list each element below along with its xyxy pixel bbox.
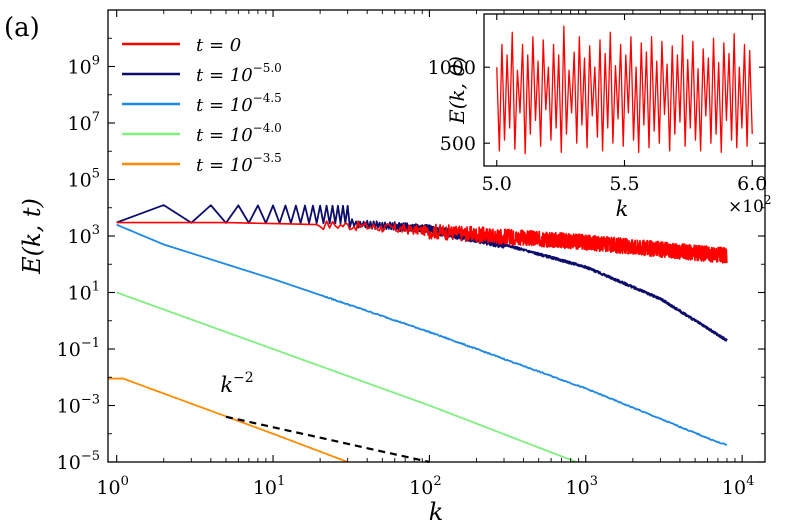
- inset-x-multiplier: ×102: [728, 193, 772, 217]
- legend-label-3: t = 10−4.0: [196, 121, 282, 146]
- y-tick-label-exp: 3: [92, 223, 100, 238]
- y-tick-label: 10−5: [57, 449, 100, 474]
- y-tick-label: 10−1: [57, 336, 100, 361]
- main-ticks-group: [108, 10, 765, 463]
- reference-slope-group: k−2: [220, 370, 430, 464]
- y-tick-label-exp: 9: [92, 54, 100, 69]
- legend-label-main: t = 10: [196, 95, 253, 116]
- main-series-group: [108, 204, 728, 462]
- x-tick-label-base: 10: [253, 477, 277, 499]
- x-tick-label-base: 10: [96, 477, 120, 499]
- main-x-axis-label: k: [429, 498, 444, 526]
- y-tick-label: 109: [68, 54, 100, 79]
- inset-x-tick-label: 5.5: [609, 173, 639, 195]
- y-tick-label-exp: 5: [92, 167, 100, 182]
- x-tick-label: 103: [566, 474, 598, 499]
- y-tick-label: 101: [68, 280, 100, 305]
- legend-label-main: t = 10: [196, 125, 253, 146]
- y-tick-label-base: 10: [68, 170, 92, 192]
- main-y-axis-label: E(k, t): [18, 198, 46, 275]
- main-plot: k−2 100 101 102 103 10410−510−310−1101103105…: [18, 9, 766, 526]
- inset-y-tick-label: 1000: [428, 57, 476, 79]
- inset-plot: 5.0 5.5 6.0 500 1000 k E(k, 0) ×102: [428, 13, 772, 221]
- inset-multiplier-base: ×10: [728, 197, 764, 217]
- y-tick-label: 103: [68, 223, 100, 248]
- x-tick-label-base: 10: [722, 477, 746, 499]
- x-tick-label-exp: 0: [121, 474, 129, 489]
- reference-slope-label-base: k: [220, 373, 233, 397]
- legend-label-exp: −4.0: [253, 121, 282, 135]
- main-tick-labels-group: 100 101 102 103 10410−510−310−11011031051071…: [57, 54, 755, 500]
- y-tick-label: 107: [68, 110, 100, 135]
- x-tick-label: 100: [96, 474, 128, 499]
- main-x-label-text: k: [429, 498, 444, 526]
- y-tick-label-exp: −5: [81, 449, 100, 464]
- inset-multiplier-exp: 2: [764, 193, 772, 207]
- y-tick-label: 105: [68, 167, 100, 192]
- panel-label: (a): [4, 13, 40, 43]
- y-tick-label-base: 10: [68, 226, 92, 248]
- x-tick-label-exp: 2: [433, 474, 441, 489]
- y-tick-label: 10−3: [57, 393, 100, 418]
- reference-slope-label-exp: −2: [233, 370, 254, 386]
- inset-y-label-text: E(k, 0): [445, 56, 469, 125]
- y-tick-label-exp: −1: [81, 336, 100, 351]
- legend-label-main: t = 10: [196, 155, 253, 176]
- y-tick-label-base: 10: [57, 396, 81, 418]
- series-line-0: [116, 220, 728, 264]
- reference-slope-line: [225, 415, 430, 464]
- inset-x-label-text: k: [616, 197, 629, 221]
- inset-x-tick-label: 6.0: [737, 173, 767, 195]
- inset-x-tick-label: 5.0: [482, 173, 512, 195]
- series-line-3: [116, 291, 577, 462]
- legend-label-2: t = 10−4.5: [196, 91, 282, 116]
- y-tick-label-base: 10: [68, 283, 92, 305]
- x-tick-label: 102: [409, 474, 441, 499]
- x-tick-label-exp: 3: [590, 474, 598, 489]
- y-tick-label-base: 10: [57, 452, 81, 474]
- series-line-1: [116, 204, 728, 342]
- legend-label-exp: −3.5: [253, 151, 282, 165]
- legend-label-main: t = 10: [196, 65, 253, 86]
- legend-label-exp: −4.5: [253, 91, 282, 105]
- inset-ticks-group: 5.0 5.5 6.0 500 1000: [428, 14, 767, 195]
- legend: t = 0t = 10−5.0t = 10−4.5t = 10−4.0t = 1…: [122, 35, 282, 176]
- x-tick-label-base: 10: [566, 477, 590, 499]
- y-tick-label-exp: 1: [92, 280, 100, 295]
- y-tick-label-exp: 7: [92, 110, 100, 125]
- legend-label-4: t = 10−3.5: [196, 151, 282, 176]
- y-tick-label-exp: −3: [81, 393, 100, 408]
- reference-slope-label: k−2: [220, 370, 253, 397]
- main-y-label-text: E(k, t): [18, 198, 46, 275]
- legend-label-1: t = 10−5.0: [196, 61, 282, 86]
- legend-label-0: t = 0: [196, 35, 241, 56]
- x-tick-label: 104: [722, 474, 754, 499]
- x-tick-label: 101: [253, 474, 285, 499]
- x-tick-label-exp: 4: [746, 474, 754, 489]
- legend-label-main: t = 0: [196, 35, 241, 56]
- inset-y-tick-label: 500: [440, 133, 476, 155]
- y-tick-label-base: 10: [68, 113, 92, 135]
- y-tick-label-base: 10: [57, 339, 81, 361]
- x-tick-label-base: 10: [409, 477, 433, 499]
- x-tick-label-exp: 1: [277, 474, 285, 489]
- legend-label-exp: −5.0: [253, 61, 282, 75]
- y-tick-label-base: 10: [68, 57, 92, 79]
- inset-series-group: [496, 25, 753, 155]
- inset-series-line: [496, 25, 753, 155]
- series-line-2: [116, 223, 728, 446]
